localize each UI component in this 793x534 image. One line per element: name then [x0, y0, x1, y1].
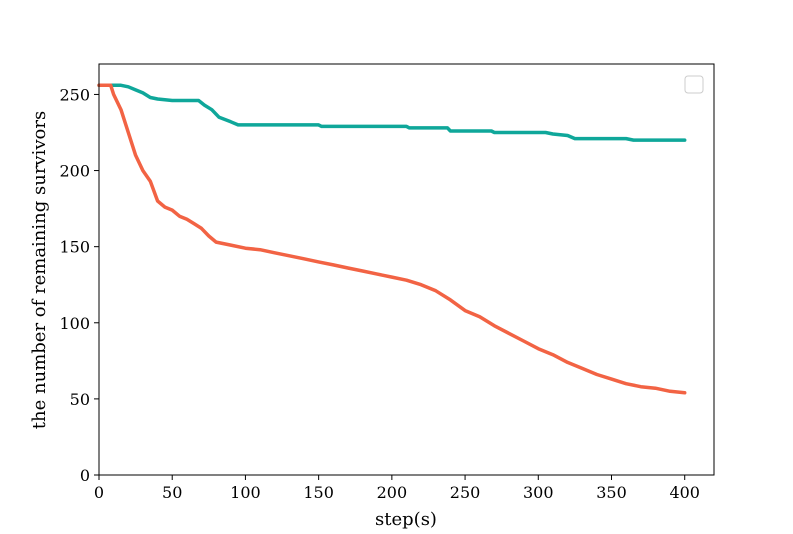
y-tick-label: 150: [59, 238, 90, 257]
x-tick-label: 300: [523, 483, 554, 502]
plot-frame: [98, 63, 715, 476]
y-tick-label: 200: [59, 162, 90, 181]
y-axis-title: the number of remaining survivors: [29, 111, 50, 429]
x-tick-label: 150: [303, 483, 334, 502]
y-tick-label: 0: [80, 466, 90, 485]
y-tick-label: 50: [70, 390, 90, 409]
series-line-1: [97, 83, 687, 142]
x-tick-label: 200: [377, 483, 408, 502]
y-axis-ticks: 0 50 100 150 200 250: [59, 85, 99, 485]
legend-box: [684, 75, 704, 94]
y-tick-label: 100: [59, 314, 90, 333]
x-axis-ticks: 0 50 100 150 200 250 300 350 400: [94, 475, 700, 502]
x-tick-label: 50: [162, 483, 182, 502]
x-axis-title: step(s): [375, 509, 437, 530]
x-tick-label: 100: [230, 483, 261, 502]
x-tick-label: 400: [669, 483, 700, 502]
x-tick-label: 0: [94, 483, 104, 502]
series-layer: [97, 83, 687, 395]
series-line-2: [97, 83, 687, 395]
x-tick-label: 350: [596, 483, 627, 502]
x-tick-label: 250: [450, 483, 481, 502]
y-tick-label: 250: [59, 85, 90, 104]
